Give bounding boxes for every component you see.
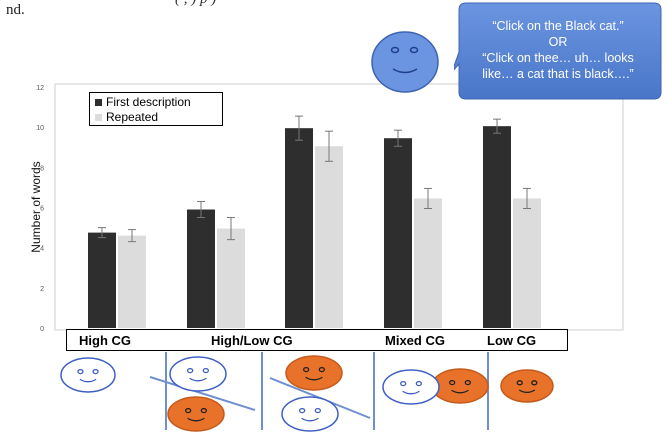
bar-repeated xyxy=(315,146,343,328)
blue-face-icon xyxy=(281,396,339,432)
legend-swatch-light xyxy=(95,114,102,122)
speech-bubble xyxy=(454,2,662,100)
condition-label-bar xyxy=(66,329,568,351)
orange-face-icon xyxy=(500,369,554,403)
bar-first-description xyxy=(187,209,215,328)
legend-item-repeated: Repeated xyxy=(95,110,158,124)
category-label-high-cg: High CG xyxy=(79,333,131,348)
category-label-low-cg: Low CG xyxy=(487,333,537,348)
category-label-mixed-cg: Mixed CG xyxy=(385,333,445,348)
speaker-face-icon xyxy=(371,31,439,93)
face-illustrations xyxy=(60,31,554,432)
y-tick-label: 0 xyxy=(40,326,44,333)
bar-repeated xyxy=(118,235,146,328)
bubble-line-1: “Click on the Black cat.” xyxy=(492,19,624,33)
y-tick-label: 4 xyxy=(40,246,44,253)
bubble-line-3: “Click on thee… uh… looks xyxy=(482,51,634,65)
y-tick-label: 8 xyxy=(40,165,44,172)
bar-repeated xyxy=(217,228,245,328)
bar-first-description xyxy=(88,232,116,328)
speech-bubble-text: “Click on the Black cat.” OR “Click on t… xyxy=(458,18,658,82)
bar-first-description xyxy=(483,126,511,328)
cut-off-text-fragment: ( , ) p ) xyxy=(175,0,216,8)
intro-text-fragment: nd. xyxy=(6,2,25,18)
orange-face-icon xyxy=(285,355,343,391)
bubble-line-4: like… a cat that is black….” xyxy=(482,67,634,81)
y-axis: 0 2 4 6 8 10 12 xyxy=(36,85,44,333)
bar-first-description xyxy=(384,138,412,328)
blue-face-icon xyxy=(60,357,116,393)
bar-series xyxy=(88,115,541,328)
y-tick-label: 2 xyxy=(40,286,44,293)
legend-label-repeated: Repeated xyxy=(106,110,159,124)
y-tick-label: 10 xyxy=(36,125,44,132)
bar-repeated xyxy=(414,198,442,328)
bar-first-description xyxy=(285,128,313,328)
category-label-high-low-cg: High/Low CG xyxy=(211,333,293,348)
bubble-line-2: OR xyxy=(548,35,568,49)
legend-swatch-dark xyxy=(95,99,102,107)
y-axis-label: Number of words xyxy=(29,161,43,252)
condition-separators xyxy=(149,352,489,430)
y-tick-label: 6 xyxy=(40,206,44,213)
blue-face-icon xyxy=(169,356,227,392)
diagonal-divider xyxy=(149,376,256,411)
legend-label-first: First description xyxy=(106,95,191,109)
orange-face-icon xyxy=(167,396,225,432)
blue-face-icon xyxy=(382,369,440,405)
y-tick-label: 12 xyxy=(36,85,44,92)
orange-face-icon xyxy=(431,368,489,404)
bar-repeated xyxy=(513,198,541,328)
legend-item-first: First description xyxy=(95,95,191,109)
chart-legend: First description Repeated xyxy=(89,92,223,126)
